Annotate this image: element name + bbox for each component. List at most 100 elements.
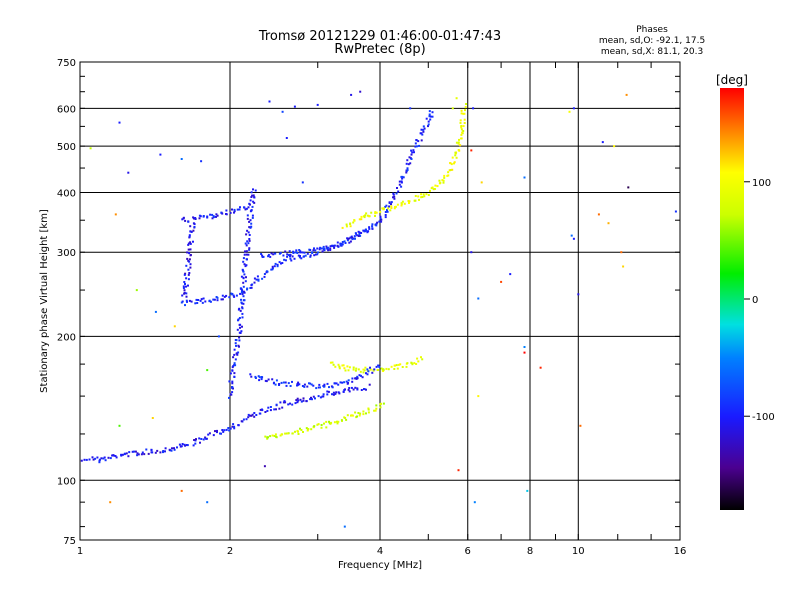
data-point xyxy=(204,436,207,439)
data-point xyxy=(316,103,319,106)
data-point xyxy=(233,427,236,430)
data-point xyxy=(271,434,274,437)
data-point xyxy=(229,372,232,375)
data-point xyxy=(253,201,256,204)
data-point xyxy=(235,352,238,355)
data-point xyxy=(83,458,86,461)
data-point xyxy=(176,446,178,449)
data-point xyxy=(327,249,330,252)
data-point xyxy=(133,450,136,453)
data-point xyxy=(572,237,575,240)
data-point xyxy=(356,375,359,378)
data-point xyxy=(238,339,241,342)
data-point xyxy=(301,181,304,184)
y-axis-ticks: 75 100 200 300 400 500 600 750 xyxy=(57,58,680,547)
data-point xyxy=(94,457,97,460)
data-point xyxy=(192,222,195,225)
data-point xyxy=(429,118,432,121)
data-point xyxy=(405,169,408,172)
data-point xyxy=(271,378,274,381)
data-point xyxy=(136,452,139,455)
data-point xyxy=(308,382,310,385)
data-point xyxy=(252,200,255,203)
data-point xyxy=(395,364,398,367)
data-point xyxy=(428,115,431,118)
data-point xyxy=(154,310,157,313)
data-point xyxy=(249,287,252,289)
data-point xyxy=(465,103,468,105)
data-point xyxy=(432,188,435,191)
data-point xyxy=(366,214,369,217)
data-point xyxy=(238,336,241,339)
data-point xyxy=(368,226,371,229)
data-point xyxy=(189,248,192,251)
data-point xyxy=(255,278,258,281)
data-point xyxy=(364,214,367,217)
data-point xyxy=(198,217,201,220)
data-point xyxy=(319,396,322,399)
data-point xyxy=(348,237,351,240)
data-point xyxy=(278,383,281,386)
data-point xyxy=(451,168,454,171)
data-point xyxy=(287,254,290,256)
data-point xyxy=(245,276,247,279)
data-point xyxy=(280,262,282,265)
data-point xyxy=(248,414,251,417)
y-tick-label: 75 xyxy=(63,536,76,547)
data-point xyxy=(248,234,251,236)
data-point xyxy=(359,370,362,373)
data-point xyxy=(291,380,293,383)
data-point xyxy=(200,298,203,301)
data-point xyxy=(151,451,154,454)
data-point xyxy=(438,179,441,182)
data-point xyxy=(406,167,409,170)
data-point xyxy=(186,444,189,447)
data-point xyxy=(365,412,367,415)
data-point xyxy=(572,107,575,110)
data-point xyxy=(111,454,114,457)
data-point xyxy=(274,433,277,436)
data-point xyxy=(425,117,428,120)
data-point xyxy=(356,234,359,237)
data-point xyxy=(185,264,188,267)
data-point xyxy=(199,299,202,302)
data-point xyxy=(184,272,187,275)
data-point xyxy=(352,366,355,369)
data-point xyxy=(213,298,216,301)
data-point xyxy=(434,184,437,187)
data-point xyxy=(413,151,415,154)
data-point xyxy=(237,319,239,322)
data-point xyxy=(187,242,190,245)
data-point xyxy=(351,236,354,239)
data-point xyxy=(355,232,357,235)
data-point xyxy=(328,386,330,389)
data-point xyxy=(225,294,228,297)
data-point xyxy=(249,373,252,376)
data-point xyxy=(219,432,221,435)
data-point xyxy=(281,110,284,113)
data-point xyxy=(339,242,342,245)
data-point xyxy=(275,403,278,406)
data-point xyxy=(244,280,247,283)
data-point xyxy=(460,126,463,129)
data-point xyxy=(408,156,411,159)
data-point xyxy=(378,366,381,368)
data-point xyxy=(239,292,242,295)
data-point xyxy=(231,380,234,383)
data-point xyxy=(114,455,117,457)
data-point xyxy=(185,277,188,280)
data-point xyxy=(253,412,256,414)
data-point xyxy=(202,438,205,441)
data-point xyxy=(250,209,253,212)
data-point xyxy=(350,414,353,417)
data-point xyxy=(173,448,176,451)
data-point xyxy=(358,374,361,377)
data-point xyxy=(330,421,333,424)
data-point xyxy=(298,256,301,259)
data-point xyxy=(320,424,323,426)
data-point xyxy=(151,417,154,419)
data-point xyxy=(395,192,398,195)
data-point xyxy=(398,180,401,183)
data-point xyxy=(321,395,324,398)
data-point xyxy=(274,262,277,265)
